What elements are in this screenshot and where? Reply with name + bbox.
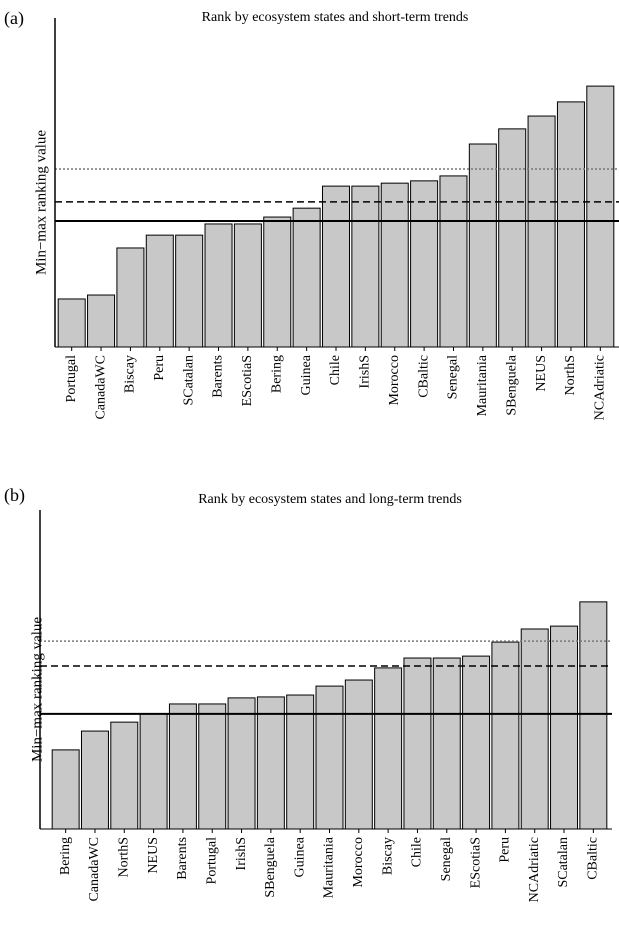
x-tick-label: Portugal <box>204 837 219 885</box>
bar <box>51 749 80 830</box>
x-tick-label: SBenguela <box>504 354 519 415</box>
bar <box>380 182 409 348</box>
x-tick-label: Bering <box>58 837 73 875</box>
x-tick-label: SCatalan <box>181 355 196 406</box>
x-tick-label: IrishS <box>234 837 249 870</box>
bar <box>403 657 432 830</box>
bar <box>110 721 139 830</box>
x-tick-label: SBenguela <box>263 836 278 897</box>
x-tick-label: Barents <box>211 355 226 398</box>
x-tick-label: Peru <box>152 355 167 381</box>
x-tick-label: NCAdriatic <box>527 837 542 902</box>
x-tick-label: IrishS <box>358 355 373 388</box>
bar <box>168 703 197 830</box>
bar <box>87 294 116 348</box>
y-axis-label: Min−max ranking value <box>29 617 45 762</box>
y-axis-label: Min−max ranking value <box>33 130 49 275</box>
x-tick-label: CanadaWC <box>87 837 102 902</box>
x-tick-label: SCatalan <box>556 837 571 888</box>
x-tick-label: NorthS <box>563 355 578 395</box>
chart-title: Rank by ecosystem states and short-term … <box>202 10 469 25</box>
bar <box>432 657 461 830</box>
x-tick-label: Biscay <box>380 837 395 875</box>
bar <box>204 223 233 348</box>
bar <box>175 234 204 348</box>
bar <box>550 625 579 830</box>
x-tick-label: Barents <box>175 837 190 880</box>
x-tick-label: Chile <box>328 355 343 385</box>
x-tick-label: CBaltic <box>416 355 431 398</box>
x-tick-label: CanadaWC <box>93 355 108 420</box>
bar <box>292 207 321 348</box>
bar <box>579 601 608 830</box>
x-tick-label: NEUS <box>146 837 161 874</box>
x-tick-label: Bering <box>269 355 284 393</box>
x-tick-label: Biscay <box>123 355 138 393</box>
x-tick-label: Senegal <box>439 837 454 881</box>
panel-label: (a) <box>4 8 24 29</box>
x-tick-label: EScotiaS <box>240 355 255 406</box>
x-tick-label: Senegal <box>446 355 461 399</box>
bar <box>198 703 227 830</box>
bar <box>351 185 380 348</box>
bar <box>344 679 373 830</box>
x-tick-label: Mauritania <box>475 354 490 416</box>
bar <box>491 641 520 830</box>
x-tick-label: Mauritania <box>322 836 337 898</box>
bar <box>520 628 549 830</box>
bar <box>321 185 351 348</box>
x-tick-label: CBaltic <box>586 837 601 880</box>
bar <box>286 694 315 830</box>
x-tick-label: NEUS <box>534 355 549 392</box>
bar <box>80 730 109 830</box>
bar <box>410 180 439 348</box>
bar <box>145 234 174 348</box>
bar <box>256 696 285 830</box>
x-tick-label: Chile <box>410 837 425 867</box>
bar <box>263 216 292 348</box>
bar <box>139 713 168 830</box>
x-tick-label: EScotiaS <box>468 837 483 888</box>
chart-title: Rank by ecosystem states and long-term t… <box>198 492 462 507</box>
x-tick-label: Portugal <box>64 355 79 403</box>
bar <box>315 685 344 830</box>
x-tick-label: Morocco <box>351 837 366 888</box>
bar <box>227 697 256 830</box>
panel-label: (b) <box>4 485 25 506</box>
bar <box>556 101 585 348</box>
bar <box>439 175 468 348</box>
bar <box>468 143 497 348</box>
x-tick-label: NorthS <box>117 837 132 877</box>
x-tick-label: NCAdriatic <box>593 355 608 420</box>
bar <box>462 655 491 830</box>
x-tick-label: Morocco <box>387 355 402 406</box>
bar <box>498 128 527 348</box>
x-tick-label: Guinea <box>299 354 314 395</box>
bar <box>57 298 86 348</box>
bar <box>374 667 403 830</box>
x-tick-label: Peru <box>498 837 513 863</box>
bar <box>116 247 145 348</box>
bar <box>586 85 615 348</box>
bar <box>233 223 262 348</box>
bar <box>527 115 556 348</box>
x-tick-label: Guinea <box>292 836 307 877</box>
